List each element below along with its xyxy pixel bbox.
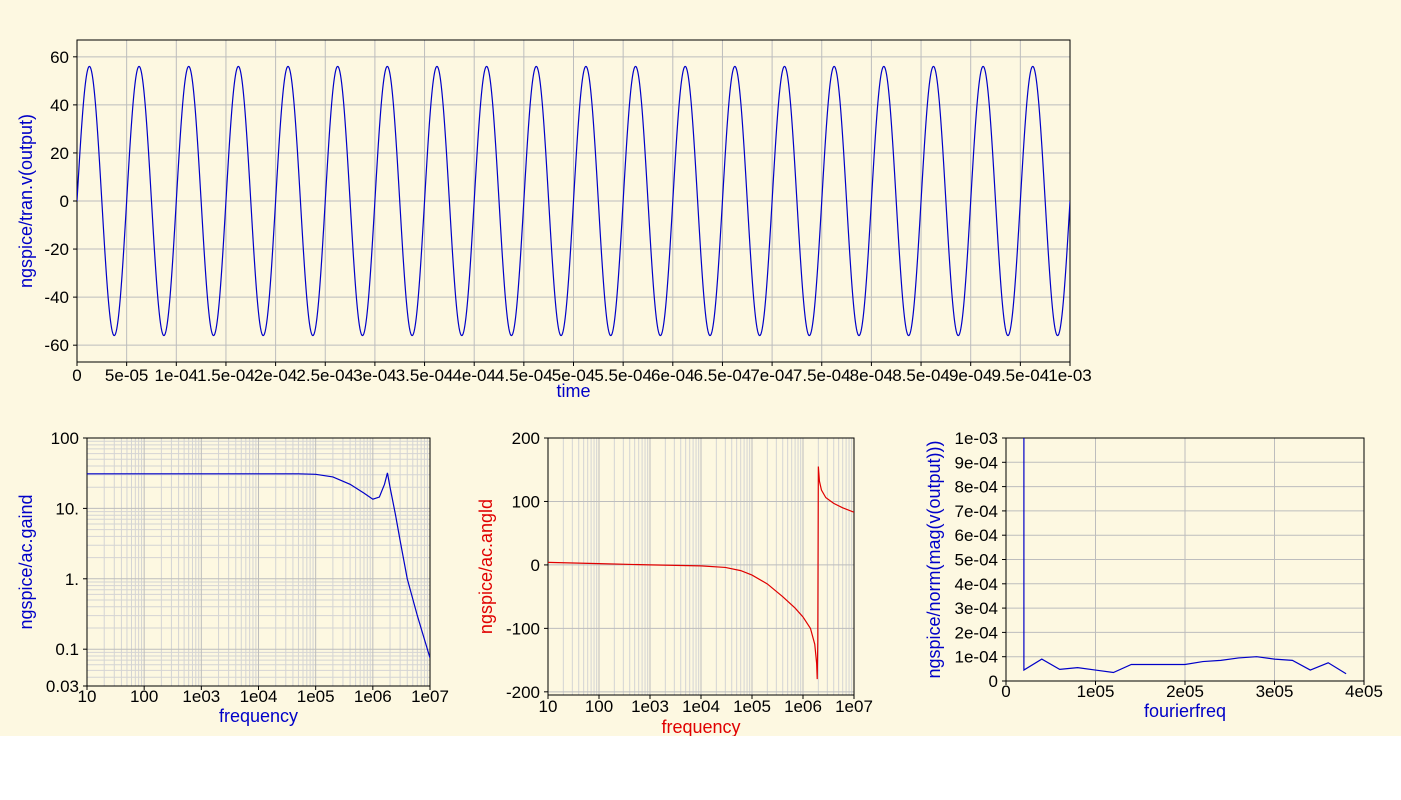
transient-y-tick-label: -40 — [44, 288, 69, 307]
gain-y-tick-label: 10. — [55, 499, 79, 518]
phase-x-tick-label: 1e06 — [784, 697, 822, 716]
gain-x-tick-label: 1e04 — [240, 687, 278, 706]
phase-x-tick-label: 1e04 — [682, 697, 720, 716]
transient-x-tick-label: 3e-04 — [353, 366, 396, 385]
transient-x-tick-label: 2.5e-04 — [296, 366, 354, 385]
transient-x-tick-label: 2e-04 — [254, 366, 297, 385]
transient-x-axis-label: time — [556, 381, 590, 401]
fourier-x-tick-label: 0 — [1001, 682, 1010, 701]
fourier-y-tick-label: 7e-04 — [955, 502, 998, 521]
fourier-x-tick-label: 3e05 — [1256, 682, 1294, 701]
gain-y-tick-label: 1. — [65, 570, 79, 589]
phase-y-axis-label: ngspice/ac.angld — [476, 499, 496, 634]
fourier-series-line-0 — [1023, 438, 1347, 675]
fourier-y-tick-label: 8e-04 — [955, 478, 998, 497]
phase-y-tick-label: -100 — [506, 619, 540, 638]
fourier-y-tick-label: 1e-03 — [955, 429, 998, 448]
chart-phase: 10 100 1e03 1e04 1e05 1e06 1e07 200 100 0 -100 -200… — [476, 429, 873, 736]
gain-y-tick-label: 0.03 — [46, 677, 79, 696]
gain-x-tick-label: 1e07 — [411, 687, 449, 706]
phase-x-tick-label: 1e07 — [835, 697, 873, 716]
transient-x-tick-label: 7e-04 — [750, 366, 793, 385]
transient-x-tick-label: 5.5e-04 — [594, 366, 652, 385]
transient-x-tick-label: 5e-04 — [552, 366, 595, 385]
transient-x-tick-label: 5e-05 — [105, 366, 148, 385]
plot-canvas: 0 5e-05 1e-04 1.5e-04 2e-04 2.5e-04 3e-04 3.5e-… — [0, 0, 1401, 736]
gain-y-axis-label: ngspice/ac.gaind — [16, 494, 36, 629]
fourier-y-tick-label: 9e-04 — [955, 453, 998, 472]
phase-x-tick-label: 100 — [585, 697, 613, 716]
fourier-y-axis-label: ngspice/norm(mag(v(output))) — [924, 440, 944, 678]
transient-x-tick-label: 3.5e-04 — [396, 366, 454, 385]
transient-y-axis-label: ngspice/tran.v(output) — [16, 114, 36, 288]
plots-svg: 0 5e-05 1e-04 1.5e-04 2e-04 2.5e-04 3e-04 3.5e-… — [16, 39, 1383, 736]
fourier-y-tick-label: 2e-04 — [955, 623, 998, 642]
gain-gridlines — [86, 437, 431, 687]
transient-y-tick-label: 60 — [50, 48, 69, 67]
transient-x-tick-label: 9e-04 — [949, 366, 992, 385]
transient-x-tick-label: 1e-04 — [155, 366, 198, 385]
gain-x-axis-label: frequency — [219, 706, 298, 726]
fourier-y-tick-label: 0 — [989, 672, 998, 691]
fourier-y-tick-label: 3e-04 — [955, 599, 998, 618]
phase-series-line-0 — [548, 466, 854, 680]
gain-series-line-0 — [87, 472, 430, 659]
fourier-x-tick-label: 1e05 — [1077, 682, 1115, 701]
fourier-y-tick-label: 1e-04 — [955, 648, 998, 667]
phase-y-tick-label: 200 — [512, 429, 540, 448]
chart-gain: 10 100 1e03 1e04 1e05 1e06 1e07 100 10. 1. 0.1 0.03… — [16, 429, 449, 726]
transient-x-tick-label: 8e-04 — [850, 366, 893, 385]
phase-x-tick-label: 10 — [539, 697, 558, 716]
fourier-x-tick-label: 2e05 — [1166, 682, 1204, 701]
chart-transient: 0 5e-05 1e-04 1.5e-04 2e-04 2.5e-04 3e-04 3.5e-… — [16, 39, 1092, 401]
transient-series-line-0 — [77, 65, 1070, 337]
transient-y-tick-label: 40 — [50, 96, 69, 115]
transient-y-tick-label: 20 — [50, 144, 69, 163]
fourier-x-axis-label: fourierfreq — [1144, 701, 1226, 721]
fourier-y-tick-label: 5e-04 — [955, 551, 998, 570]
transient-x-tick-label: 7.5e-04 — [793, 366, 851, 385]
transient-x-tick-label: 6.5e-04 — [694, 366, 752, 385]
transient-x-tick-label: 9.5e-04 — [992, 366, 1050, 385]
gain-x-tick-label: 1e03 — [182, 687, 220, 706]
gain-x-tick-label: 10 — [78, 687, 97, 706]
gain-x-tick-label: 100 — [130, 687, 158, 706]
transient-y-tick-label: -60 — [44, 336, 69, 355]
gain-y-tick-label: 0.1 — [55, 640, 79, 659]
fourier-y-tick-label: 6e-04 — [955, 526, 998, 545]
transient-y-tick-label: -20 — [44, 240, 69, 259]
phase-y-tick-label: 100 — [512, 492, 540, 511]
phase-x-tick-label: 1e05 — [733, 697, 771, 716]
phase-x-tick-label: 1e03 — [631, 697, 669, 716]
transient-x-tick-label: 4e-04 — [452, 366, 495, 385]
transient-x-tick-label: 1e-03 — [1048, 366, 1091, 385]
transient-x-tick-label: 8.5e-04 — [892, 366, 950, 385]
transient-x-tick-label: 6e-04 — [651, 366, 694, 385]
transient-x-tick-label: 4.5e-04 — [495, 366, 553, 385]
phase-x-axis-label: frequency — [661, 717, 740, 736]
fourier-x-tick-label: 4e05 — [1345, 682, 1383, 701]
transient-y-tick-label: 0 — [60, 192, 69, 211]
gain-y-tick-label: 100 — [51, 429, 79, 448]
chart-fourier: 0 1e05 2e05 3e05 4e05 1e-03 9e-04 8e-04 7e-04 6e-… — [924, 429, 1383, 721]
phase-y-tick-label: 0 — [531, 556, 540, 575]
fourier-y-tick-label: 4e-04 — [955, 575, 998, 594]
transient-x-tick-label: 0 — [72, 366, 81, 385]
gain-x-tick-label: 1e05 — [297, 687, 335, 706]
transient-x-tick-label: 1.5e-04 — [197, 366, 255, 385]
gain-x-tick-label: 1e06 — [354, 687, 392, 706]
phase-y-tick-label: -200 — [506, 683, 540, 702]
